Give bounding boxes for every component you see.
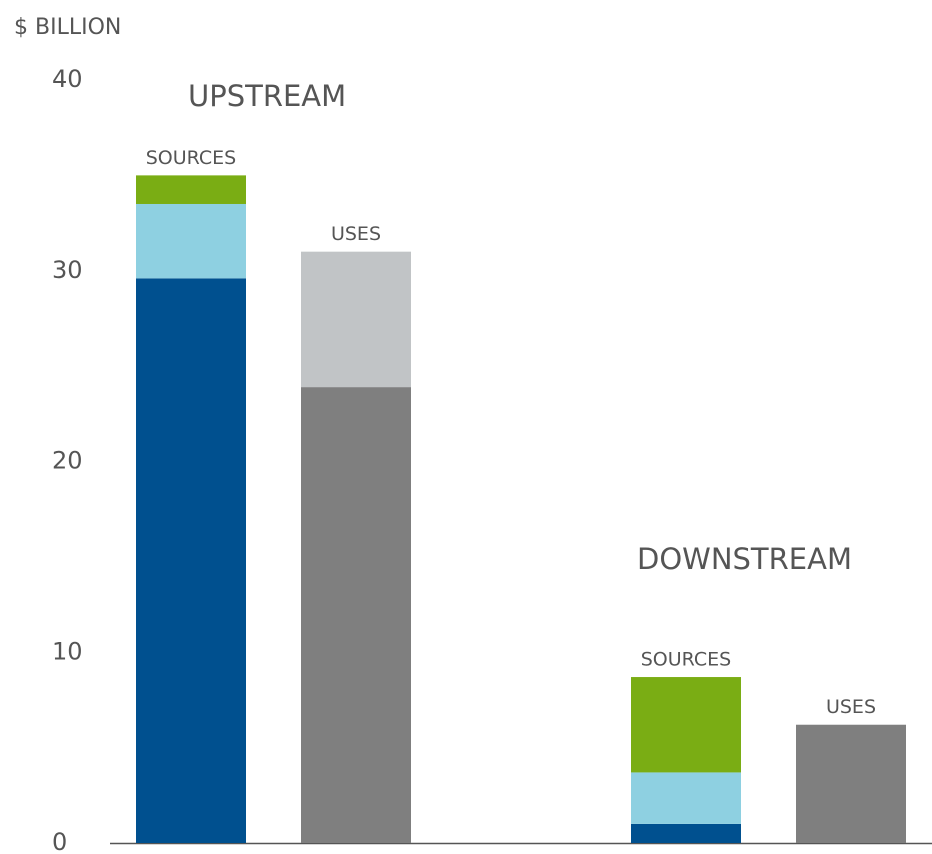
bar-label: SOURCES — [641, 649, 732, 671]
y-axis-label: $ BILLION — [14, 15, 121, 40]
group-label: DOWNSTREAM — [637, 542, 852, 576]
bar-segment — [301, 251, 411, 388]
bar-segment — [631, 677, 741, 773]
bar-segment — [631, 772, 741, 824]
y-tick-label: 30 — [52, 256, 83, 284]
group-label: UPSTREAM — [188, 79, 346, 113]
y-tick-label: 40 — [52, 65, 83, 93]
bar-label: SOURCES — [146, 147, 237, 169]
bar-segment — [301, 387, 411, 843]
bar-segment — [631, 823, 741, 843]
bar-segment — [136, 203, 246, 279]
bar-label: USES — [331, 223, 381, 245]
bar-segment — [136, 278, 246, 843]
y-tick-label: 10 — [52, 637, 83, 665]
bar-segment — [136, 175, 246, 204]
bar-label: USES — [826, 696, 876, 718]
y-tick-label: 20 — [52, 447, 83, 475]
y-tick-label: 0 — [52, 828, 67, 854]
bar-segment — [796, 724, 906, 843]
